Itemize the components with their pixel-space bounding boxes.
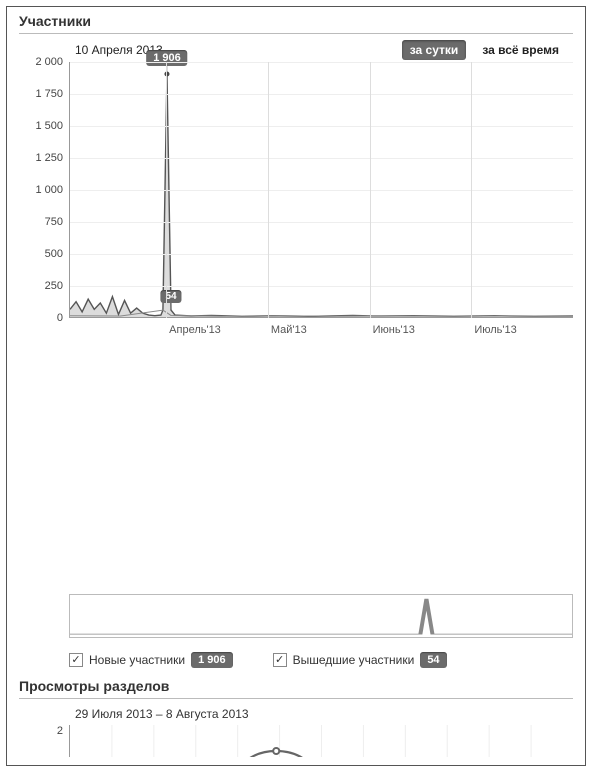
section-title-views: Просмотры разделов bbox=[19, 672, 573, 699]
legend-item-left: Вышедшие участники 54 bbox=[273, 652, 447, 668]
section-title-participants: Участники bbox=[19, 7, 573, 34]
overview-svg bbox=[70, 595, 572, 637]
chart-header: 10 Апреля 2013 за сутки за всё время bbox=[19, 40, 573, 62]
xtick-label: Июль'13 bbox=[474, 324, 516, 336]
legend-label-left: Вышедшие участники bbox=[293, 653, 415, 667]
checkbox-new[interactable] bbox=[69, 653, 83, 667]
ytick: 250 bbox=[45, 280, 63, 292]
ytick: 750 bbox=[45, 216, 63, 228]
legend-value-left: 54 bbox=[420, 652, 446, 668]
legend-value-new: 1 906 bbox=[191, 652, 233, 668]
panel: Участники 10 Апреля 2013 за сутки за всё… bbox=[6, 6, 586, 766]
ytick: 1 750 bbox=[35, 88, 63, 100]
checkbox-left[interactable] bbox=[273, 653, 287, 667]
views-plot-area[interactable] bbox=[69, 725, 573, 757]
ytick: 500 bbox=[45, 248, 63, 260]
tab-all-time[interactable]: за всё время bbox=[474, 40, 567, 60]
ytick: 2 000 bbox=[35, 56, 63, 68]
views-svg bbox=[70, 725, 573, 757]
y-axis: 02505007501 0001 2501 5001 7502 000 bbox=[19, 62, 69, 318]
overview-strip[interactable] bbox=[69, 594, 573, 638]
tab-per-day[interactable]: за сутки bbox=[402, 40, 467, 60]
x-axis: Апрель'13 Май'13 Июнь'13 Июль'13 bbox=[69, 318, 573, 574]
range-tabs: за сутки за всё время bbox=[402, 40, 567, 60]
ytick: 1 000 bbox=[35, 184, 63, 196]
ytick: 0 bbox=[57, 312, 63, 324]
ytick: 1 250 bbox=[35, 152, 63, 164]
xtick-label: Июнь'13 bbox=[373, 324, 415, 336]
legend-label-new: Новые участники bbox=[89, 653, 185, 667]
xtick-label: Апрель'13 bbox=[169, 324, 221, 336]
legend: Новые участники 1 906 Вышедшие участники… bbox=[69, 646, 573, 672]
ytick: 1 500 bbox=[35, 120, 63, 132]
legend-item-new: Новые участники 1 906 bbox=[69, 652, 233, 668]
views-chart: 2 bbox=[19, 725, 573, 757]
ytick-views-2: 2 bbox=[57, 725, 63, 737]
xtick-label: Май'13 bbox=[271, 324, 307, 336]
y-axis-views: 2 bbox=[19, 725, 69, 757]
views-date-label: 29 Июля 2013 – 8 Августа 2013 bbox=[19, 705, 573, 725]
